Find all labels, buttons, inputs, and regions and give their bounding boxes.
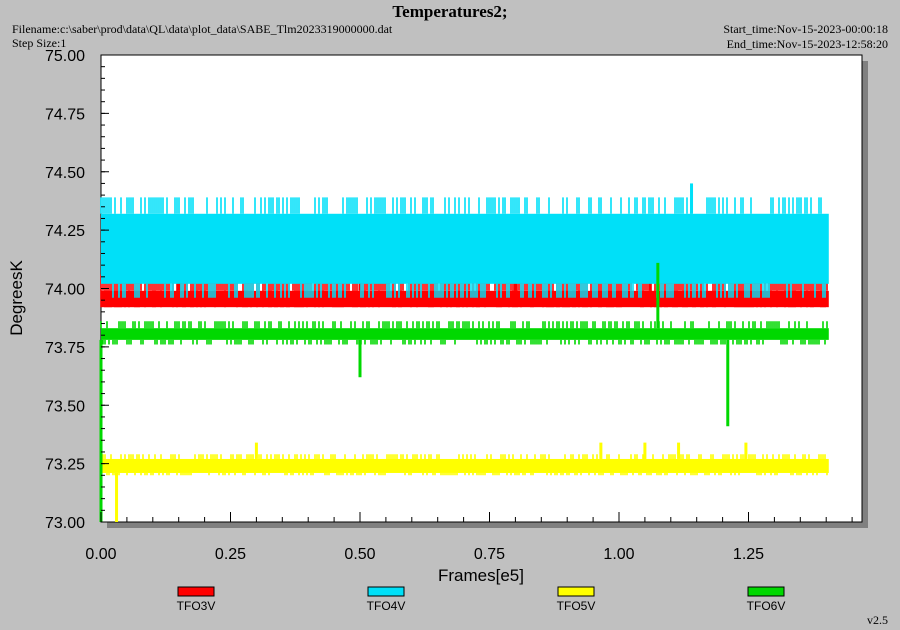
- series-tfo5v: [100, 442, 829, 522]
- version-label: v2.5: [867, 613, 888, 627]
- series-noise: [100, 321, 828, 345]
- y-tick-label: 75.00: [45, 48, 85, 65]
- series-layer: [99, 183, 829, 522]
- legend-label: TFO6V: [747, 599, 786, 613]
- legend-label: TFO3V: [177, 599, 216, 613]
- legend-item-tfo4v[interactable]: TFO4V: [367, 586, 406, 613]
- legend-item-tfo3v[interactable]: TFO3V: [177, 586, 216, 613]
- y-tick-label: 74.50: [45, 165, 85, 182]
- legend-label: TFO4V: [367, 599, 406, 613]
- legend-item-tfo5v[interactable]: TFO5V: [557, 586, 596, 613]
- axis-layer: 73.00 73.25 73.50 73.75 74.00 74.25 74.50 74.75…: [45, 48, 853, 563]
- series-tfo6v: [99, 262, 829, 522]
- y-tick-label: 73.50: [45, 398, 85, 415]
- y-tick-label: 74.00: [45, 282, 85, 299]
- y-tick-label: 73.75: [45, 340, 85, 357]
- series-noise: [100, 197, 826, 298]
- start-time-text: Start_time:Nov-15-2023-00:00:18: [723, 22, 888, 36]
- y-tick-label: 74.25: [45, 223, 85, 240]
- x-axis-title: Frames[e5]: [438, 566, 524, 585]
- x-tick-label: 0.50: [344, 546, 375, 563]
- legend-swatch: [557, 586, 595, 597]
- x-tick-label: 0.00: [85, 546, 116, 563]
- legend: TFO3V TFO4V TFO5V TFO6V: [177, 586, 786, 613]
- y-tick-label: 73.00: [45, 515, 85, 532]
- legend-swatch: [177, 586, 215, 597]
- legend-item-tfo6v[interactable]: TFO6V: [747, 586, 786, 613]
- series-tfo4v: [100, 183, 829, 298]
- series-band: [101, 328, 829, 340]
- legend-label: TFO5V: [557, 599, 596, 613]
- y-tick-label: 73.25: [45, 457, 85, 474]
- legend-swatch: [747, 586, 785, 597]
- chart-title: Temperatures2;: [392, 2, 508, 21]
- x-tick-label: 1.25: [733, 546, 764, 563]
- legend-swatch: [367, 586, 405, 597]
- end-time-text: End_time:Nov-15-2023-12:58:20: [726, 37, 888, 51]
- x-tick-label: 0.25: [215, 546, 246, 563]
- step-size-text: Step Size:1: [12, 36, 67, 50]
- series-band: [101, 213, 829, 284]
- x-tick-label: 0.75: [474, 546, 505, 563]
- series-band: [101, 290, 829, 308]
- y-tick-label: 74.75: [45, 106, 85, 123]
- x-tick-label: 1.00: [603, 546, 634, 563]
- y-axis-title: DegreesK: [7, 260, 26, 336]
- series-band: [101, 458, 829, 473]
- filename-text: Filename:c:\saber\prod\data\QL\data\plot…: [12, 22, 393, 36]
